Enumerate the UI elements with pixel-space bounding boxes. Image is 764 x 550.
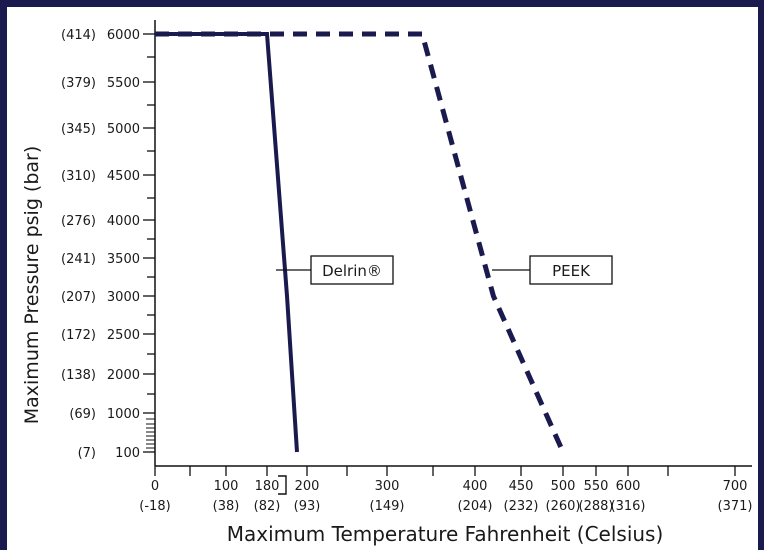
y-tick-label-bar: (379) [61,76,96,91]
x-tick-label-f: 180 [255,479,280,494]
x-tick-label-c: (371) [718,499,753,514]
x-tick-label-f: 200 [295,479,320,494]
x-axis-label: Maximum Temperature Fahrenheit (Celsius) [227,522,664,546]
axes: (414) 6000(379) 5500(345) 5000(310) 4500(276… [61,20,752,514]
y-axis-label: Maximum Pressure psig (bar) [21,146,43,425]
y-tick-label-psi: 3500 [107,252,140,267]
y-tick-label-psi: 2500 [107,328,140,343]
callouts: Delrin® PEEK [276,255,613,285]
x-tick-label-f: 100 [214,479,239,494]
x-tick-label-f: 500 [551,479,576,494]
delrin-callout-label: Delrin® [322,262,382,280]
delrin-callout-box [310,255,394,285]
y-tick-label-psi: 4000 [107,214,140,229]
y-tick-label-bar: (345) [61,122,96,137]
x-tick-label-f: 400 [463,479,488,494]
y-tick-label-psi: 2000 [107,368,140,383]
x-tick-label-f: 550 [584,479,609,494]
x-bracket-mark [278,475,287,495]
y-tick-label-bar: (138) [61,368,96,383]
x-tick-label-c: (38) [213,499,240,514]
y-tick-label-psi: 6000 [107,28,140,43]
y-tick-label-bar: (241) [61,252,96,267]
x-tick-label-c: (316) [611,499,646,514]
y-tick-label-psi: 4500 [107,169,140,184]
x-tick-label-f: 0 [151,479,159,494]
x-tick-label-c: (82) [254,499,281,514]
y-tick-label-psi: 5500 [107,76,140,91]
series-line-delrin [155,32,299,453]
x-tick-label-f: 300 [375,479,400,494]
y-tick-label-bar: (69) [69,407,96,422]
y-tick-label-bar: (172) [61,328,96,343]
x-tick-label-f: 450 [509,479,534,494]
x-tick-label-c: (260) [546,499,581,514]
y-tick-label-bar: (207) [61,290,96,305]
y-tick-label-bar: (276) [61,214,96,229]
x-tick-label-f: 600 [616,479,641,494]
x-tick-label-f: 700 [723,479,748,494]
x-tick-label-c: (204) [458,499,493,514]
peek-callout-label: PEEK [552,262,591,280]
x-tick-label-c: (288) [579,499,614,514]
x-tick-label-c: (-18) [139,499,170,514]
y-tick-label-psi: 1000 [107,407,140,422]
x-tick-label-c: (232) [504,499,539,514]
series-layer [155,31,566,454]
peek-callout-box [529,255,613,285]
y-tick-label-bar: (310) [61,169,96,184]
x-tick-label-c: (149) [370,499,405,514]
y-tick-label-psi: 100 [115,446,140,461]
y-tick-label-bar: (7) [78,446,96,461]
y-tick-label-psi: 3000 [107,290,140,305]
y-tick-label-bar: (414) [61,28,96,43]
series-line-peek [155,31,566,454]
y-tick-label-psi: 5000 [107,122,140,137]
x-tick-label-c: (93) [294,499,321,514]
